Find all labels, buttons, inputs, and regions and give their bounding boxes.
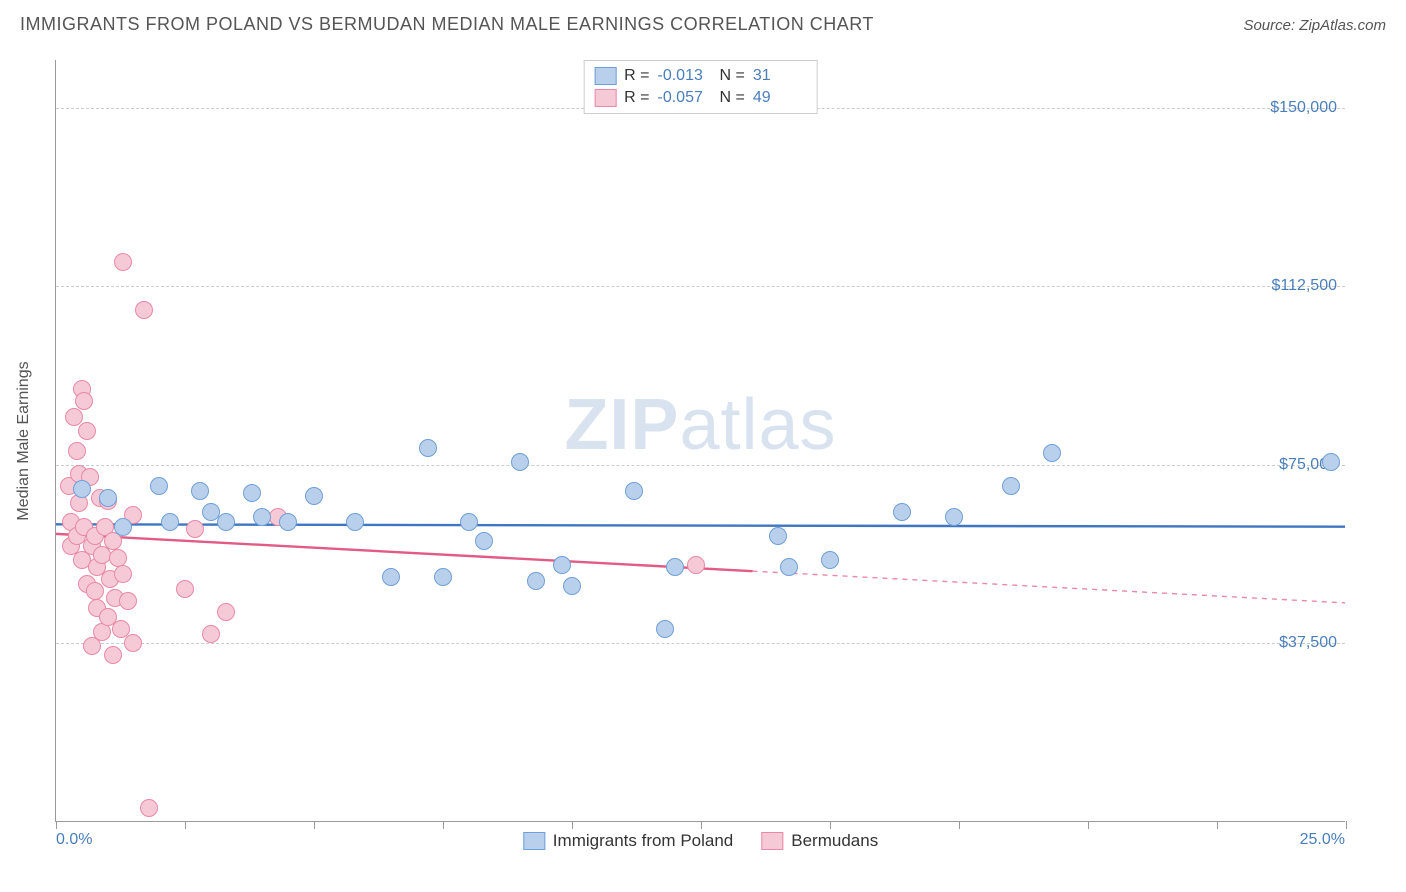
data-point-poland — [475, 532, 493, 550]
x-tick — [1217, 821, 1218, 829]
data-point-bermudans — [124, 634, 142, 652]
r-value-poland: -0.013 — [658, 67, 712, 85]
watermark-zip: ZIP — [564, 385, 679, 465]
data-point-poland — [161, 513, 179, 531]
data-point-poland — [1322, 453, 1340, 471]
data-point-poland — [279, 513, 297, 531]
stat-row-poland: R = -0.013 N = 31 — [594, 65, 807, 87]
chart-title: IMMIGRANTS FROM POLAND VS BERMUDAN MEDIA… — [20, 14, 874, 35]
y-tick-label: $112,500 — [1271, 277, 1337, 295]
x-tick — [314, 821, 315, 829]
data-point-poland — [821, 551, 839, 569]
x-axis-max-label: 25.0% — [1300, 831, 1345, 849]
gridline — [56, 465, 1345, 466]
data-point-bermudans — [176, 580, 194, 598]
data-point-poland — [243, 484, 261, 502]
data-point-poland — [1002, 477, 1020, 495]
data-point-bermudans — [119, 592, 137, 610]
x-tick — [185, 821, 186, 829]
data-point-bermudans — [140, 799, 158, 817]
data-point-poland — [150, 477, 168, 495]
x-axis-min-label: 0.0% — [56, 831, 92, 849]
data-point-poland — [99, 489, 117, 507]
watermark: ZIPatlas — [564, 384, 836, 466]
source-label: Source: ZipAtlas.com — [1243, 17, 1386, 34]
data-point-poland — [1043, 444, 1061, 462]
data-point-poland — [769, 527, 787, 545]
data-point-poland — [73, 480, 91, 498]
swatch-bermudans — [594, 89, 616, 107]
data-point-poland — [460, 513, 478, 531]
legend-item-bermudans: Bermudans — [761, 831, 878, 851]
data-point-bermudans — [217, 603, 235, 621]
data-point-poland — [893, 503, 911, 521]
r-label: R = — [624, 89, 649, 107]
n-label: N = — [720, 67, 745, 85]
data-point-poland — [419, 439, 437, 457]
data-point-bermudans — [114, 565, 132, 583]
data-point-poland — [253, 508, 271, 526]
data-point-poland — [553, 556, 571, 574]
data-point-bermudans — [687, 556, 705, 574]
data-point-poland — [666, 558, 684, 576]
data-point-poland — [945, 508, 963, 526]
x-tick — [56, 821, 57, 829]
n-label: N = — [720, 89, 745, 107]
legend-label-bermudans: Bermudans — [791, 831, 878, 851]
data-point-poland — [305, 487, 323, 505]
x-tick — [959, 821, 960, 829]
x-tick — [1088, 821, 1089, 829]
swatch-poland — [523, 832, 545, 850]
swatch-poland — [594, 67, 616, 85]
data-point-poland — [780, 558, 798, 576]
data-point-bermudans — [78, 422, 96, 440]
data-point-bermudans — [109, 549, 127, 567]
data-point-bermudans — [75, 392, 93, 410]
gridline — [56, 643, 1345, 644]
data-point-bermudans — [104, 646, 122, 664]
x-tick — [443, 821, 444, 829]
data-point-poland — [511, 453, 529, 471]
data-point-bermudans — [135, 301, 153, 319]
legend-item-poland: Immigrants from Poland — [523, 831, 733, 851]
data-point-bermudans — [186, 520, 204, 538]
n-value-poland: 31 — [753, 67, 807, 85]
data-point-bermudans — [86, 582, 104, 600]
y-tick-label: $150,000 — [1270, 99, 1337, 117]
data-point-poland — [656, 620, 674, 638]
data-point-poland — [382, 568, 400, 586]
data-point-poland — [191, 482, 209, 500]
y-tick-label: $37,500 — [1279, 634, 1337, 652]
data-point-poland — [563, 577, 581, 595]
data-point-poland — [625, 482, 643, 500]
stat-legend-box: R = -0.013 N = 31 R = -0.057 N = 49 — [583, 60, 818, 114]
r-value-bermudans: -0.057 — [658, 89, 712, 107]
data-point-poland — [114, 518, 132, 536]
swatch-bermudans — [761, 832, 783, 850]
x-tick — [701, 821, 702, 829]
r-label: R = — [624, 67, 649, 85]
data-point-bermudans — [114, 253, 132, 271]
watermark-atlas: atlas — [679, 385, 836, 465]
data-point-bermudans — [68, 442, 86, 460]
gridline — [56, 286, 1345, 287]
stat-row-bermudans: R = -0.057 N = 49 — [594, 87, 807, 109]
data-point-bermudans — [202, 625, 220, 643]
data-point-poland — [346, 513, 364, 531]
bottom-legend: Immigrants from Poland Bermudans — [523, 831, 878, 851]
data-point-poland — [434, 568, 452, 586]
data-point-poland — [217, 513, 235, 531]
plot-area: ZIPatlas Median Male Earnings $37,500$75… — [55, 60, 1345, 822]
x-tick — [830, 821, 831, 829]
n-value-bermudans: 49 — [753, 89, 807, 107]
y-axis-title: Median Male Earnings — [15, 361, 33, 520]
data-point-poland — [527, 572, 545, 590]
legend-label-poland: Immigrants from Poland — [553, 831, 733, 851]
trend-lines — [56, 60, 1345, 821]
x-tick — [572, 821, 573, 829]
x-tick — [1346, 821, 1347, 829]
